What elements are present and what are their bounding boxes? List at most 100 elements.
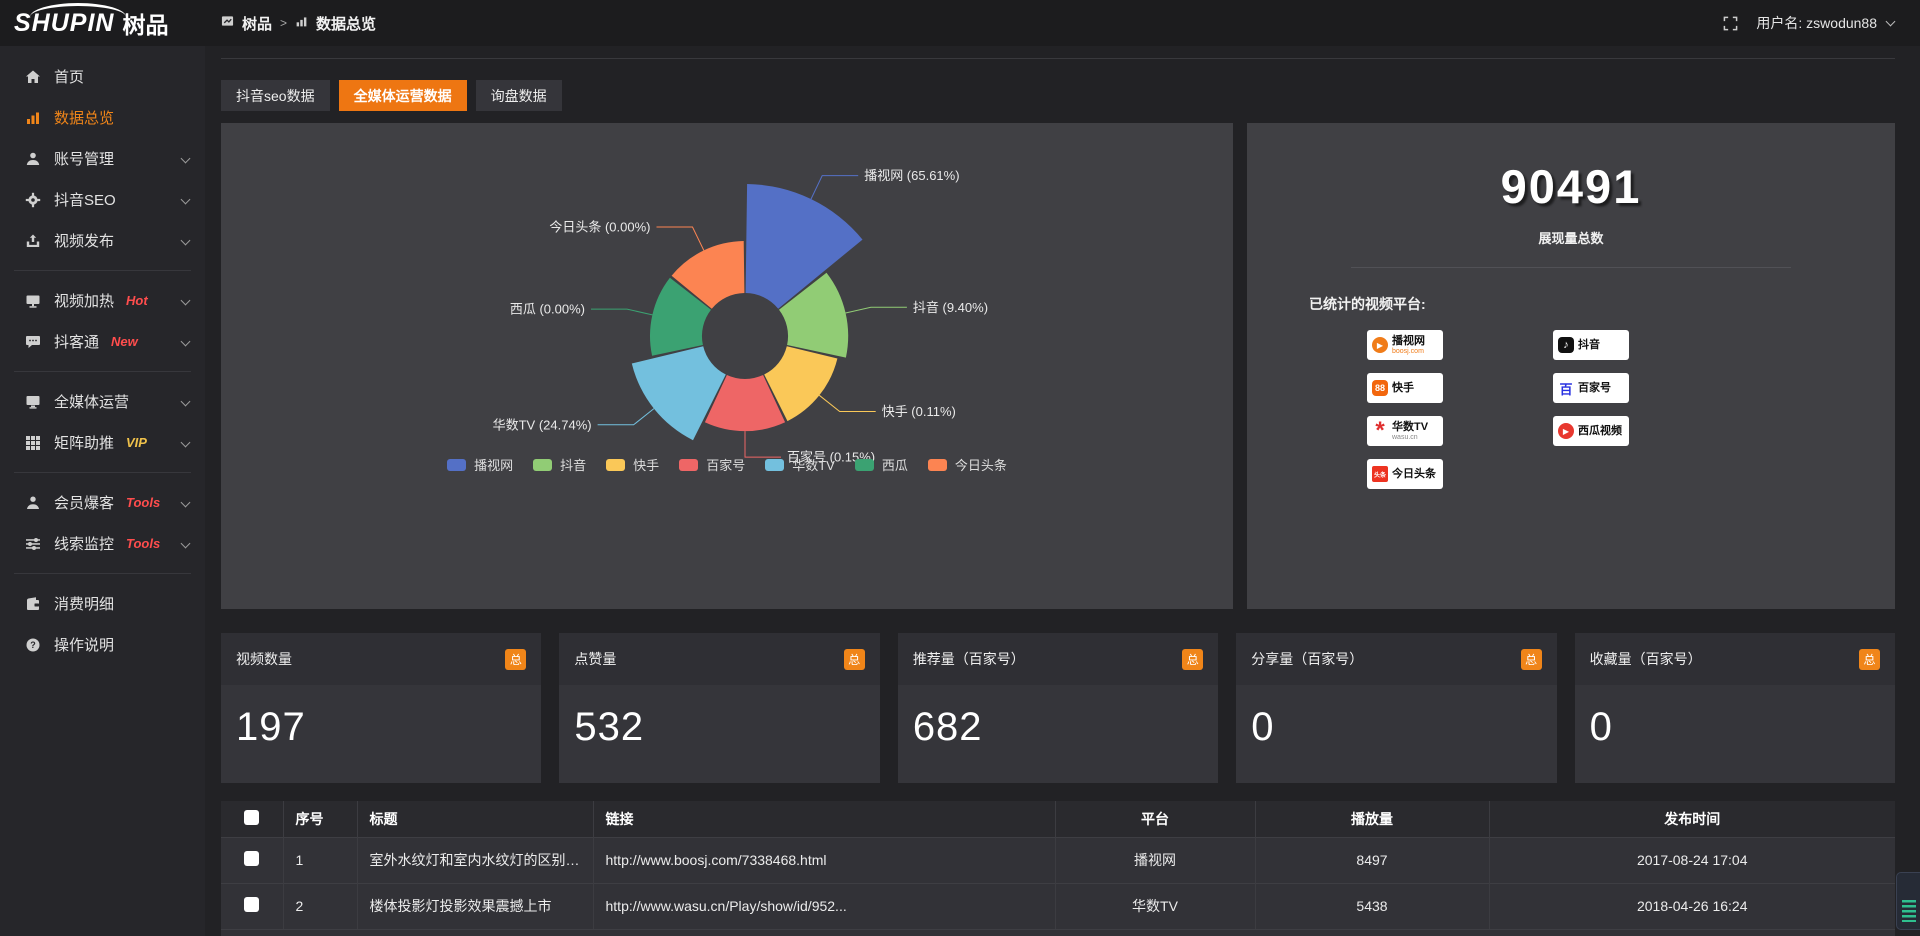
pie-label-百家号: 百家号 (0.15%) bbox=[787, 450, 875, 465]
platforms-counted-label: 已统计的视频平台: bbox=[1309, 296, 1426, 312]
sidebar-item-video-heat[interactable]: 视频加热 Hot bbox=[0, 280, 205, 321]
boosj-logo-icon: ▶ bbox=[1372, 337, 1388, 353]
breadcrumb-current[interactable]: 数据总览 bbox=[316, 15, 377, 33]
username-label[interactable]: 用户名: zswodun88 bbox=[1756, 15, 1877, 31]
sidebar-item-data-overview[interactable]: 数据总览 bbox=[0, 97, 205, 138]
total-badge: 总 bbox=[505, 648, 527, 670]
sidebar-item-account[interactable]: 账号管理 bbox=[0, 138, 205, 179]
pie-slice-百家号[interactable] bbox=[704, 375, 786, 432]
legend-item[interactable]: 西瓜 bbox=[854, 455, 908, 474]
legend-label: 抖音 bbox=[560, 458, 587, 473]
sidebar-item-douketong[interactable]: 抖客通 New bbox=[0, 321, 205, 362]
table-row: 1 室外水纹灯和室内水纹灯的区别和简介 http://www.boosj.com… bbox=[221, 836, 1895, 883]
tools-badge: Tools bbox=[126, 536, 161, 551]
platform-name: 今日头条 bbox=[1392, 467, 1436, 480]
sidebar-item-video-publish[interactable]: 视频发布 bbox=[0, 220, 205, 261]
chevron-down-icon bbox=[180, 194, 191, 205]
tab-douyin-seo-data[interactable]: 抖音seo数据 bbox=[221, 80, 330, 111]
sidebar-item-home[interactable]: 首页 bbox=[0, 56, 205, 97]
sidebar-item-lead-monitor[interactable]: 线索监控 Tools bbox=[0, 523, 205, 564]
select-all-checkbox[interactable] bbox=[244, 809, 260, 825]
sidebar-item-label: 操作说明 bbox=[54, 637, 115, 654]
floating-support-widget[interactable] bbox=[1896, 872, 1920, 930]
legend-item[interactable]: 抖音 bbox=[533, 455, 586, 474]
widget-stripes-decoration bbox=[1902, 900, 1916, 922]
sidebar-divider bbox=[14, 270, 191, 271]
total-impressions-label: 展现量总数 bbox=[1538, 231, 1604, 246]
table-header-row: 序号 标题 链接 平台 播放量 发布时间 bbox=[221, 801, 1895, 837]
pie-slice-西瓜[interactable] bbox=[650, 277, 711, 356]
new-badge: New bbox=[111, 334, 138, 349]
pie-slice-快手[interactable] bbox=[764, 346, 838, 422]
sidebar-item-omni-media[interactable]: 全媒体运营 bbox=[0, 381, 205, 422]
cell-plays: 8497 bbox=[1255, 836, 1490, 883]
pie-slice-抖音[interactable] bbox=[779, 272, 849, 358]
cell-title-link[interactable]: 楼体投影灯投影效果震撼上市 bbox=[357, 882, 594, 929]
legend-item[interactable]: 快手 bbox=[606, 455, 659, 474]
cell-url-link[interactable]: http://www.boosj.com/7338468.html bbox=[593, 836, 1056, 883]
cell-url-link[interactable]: http://www.wasu.cn/Play/show/id/952... bbox=[593, 882, 1056, 929]
platform-name: 百家号 bbox=[1578, 381, 1611, 394]
user-icon bbox=[24, 150, 41, 167]
user-chevron-down-icon[interactable] bbox=[1885, 16, 1896, 27]
legend-label: 华数TV bbox=[792, 458, 835, 473]
cell-time: 2018-04-26 16:24 bbox=[1489, 882, 1895, 929]
baijiahao-logo-icon: 百 bbox=[1558, 380, 1574, 397]
sidebar-item-spend-detail[interactable]: 消费明细 bbox=[0, 583, 205, 624]
legend-item[interactable]: 今日头条 bbox=[927, 455, 1007, 474]
stat-cards-row: 视频数量 总 197 点赞量 总 532 推荐量（百家号） 总 682 分享量（百家号… bbox=[221, 633, 1896, 783]
sliders-icon bbox=[24, 535, 41, 552]
sidebar-item-douyin-seo[interactable]: 抖音SEO bbox=[0, 179, 205, 220]
tab-inquiry-data[interactable]: 询盘数据 bbox=[475, 80, 562, 111]
pie-slice-华数TV[interactable] bbox=[631, 346, 726, 441]
col-header-time: 发布时间 bbox=[1489, 801, 1895, 837]
col-header-link: 链接 bbox=[593, 801, 1056, 837]
pie-slice-今日头条[interactable] bbox=[671, 241, 745, 309]
col-header-platform: 平台 bbox=[1055, 801, 1256, 837]
sidebar-divider bbox=[14, 573, 191, 574]
legend-label: 快手 bbox=[633, 458, 660, 473]
table-row: 2 楼体投影灯投影效果震撼上市 http://www.wasu.cn/Play/… bbox=[221, 882, 1895, 929]
pie-slice-播视网[interactable] bbox=[745, 184, 863, 309]
legend-item[interactable]: 华数TV bbox=[765, 455, 835, 474]
chevron-down-icon bbox=[180, 538, 191, 549]
platform-name: 抖音 bbox=[1578, 338, 1600, 351]
row-checkbox[interactable] bbox=[244, 851, 260, 866]
cell-platform: 华数TV bbox=[1055, 882, 1256, 929]
platform-badge-kuaishou: 88 快手 bbox=[1367, 373, 1443, 403]
bar-chart-icon bbox=[295, 15, 308, 32]
legend-swatch bbox=[533, 458, 553, 471]
xigua-logo-icon: ▶ bbox=[1558, 423, 1574, 439]
sidebar-item-matrix-boost[interactable]: 矩阵助推 VIP bbox=[0, 422, 205, 463]
tab-omni-media-data[interactable]: 全媒体运营数据 bbox=[338, 80, 467, 111]
sidebar-item-member-burst[interactable]: 会员爆客 Tools bbox=[0, 482, 205, 523]
wallet-icon bbox=[24, 595, 41, 612]
chevron-down-icon bbox=[180, 437, 191, 448]
col-header-plays: 播放量 bbox=[1255, 801, 1490, 837]
breadcrumb-root[interactable]: 树品 bbox=[242, 15, 273, 33]
row-checkbox[interactable] bbox=[244, 897, 260, 913]
cell-title-link[interactable]: 室外水纹灯和室内水纹灯的区别和简介 bbox=[357, 836, 594, 883]
stat-card-title: 分享量（百家号） bbox=[1251, 651, 1364, 667]
app-logo[interactable]: SHUPIN 树品 bbox=[0, 0, 205, 46]
sidebar-divider bbox=[14, 371, 191, 372]
legend-item[interactable]: 百家号 bbox=[679, 455, 745, 474]
platform-name: 播视网 bbox=[1392, 334, 1425, 347]
pie-label-快手: 快手 (0.11%) bbox=[882, 404, 956, 419]
sidebar-item-label: 视频发布 bbox=[54, 233, 115, 250]
sidebar-item-label: 全媒体运营 bbox=[54, 394, 130, 411]
platform-name: 华数TV bbox=[1392, 420, 1429, 433]
stat-card-shares: 分享量（百家号） 总 0 bbox=[1236, 633, 1557, 783]
sidebar-item-label: 抖音SEO bbox=[54, 192, 116, 209]
tools-badge: Tools bbox=[126, 495, 161, 510]
stat-card-video-count: 视频数量 总 197 bbox=[221, 633, 542, 783]
total-badge: 总 bbox=[843, 648, 865, 670]
douyin-logo-icon: ♪ bbox=[1558, 337, 1574, 353]
pie-label-line bbox=[818, 394, 876, 412]
sidebar-item-help[interactable]: ? 操作说明 bbox=[0, 624, 205, 665]
pie-label-line bbox=[656, 226, 705, 251]
fullscreen-icon[interactable] bbox=[1723, 16, 1738, 31]
sidebar-item-label: 矩阵助推 bbox=[54, 435, 115, 452]
legend-item[interactable]: 播视网 bbox=[447, 455, 513, 474]
pie-label-line bbox=[845, 306, 907, 314]
